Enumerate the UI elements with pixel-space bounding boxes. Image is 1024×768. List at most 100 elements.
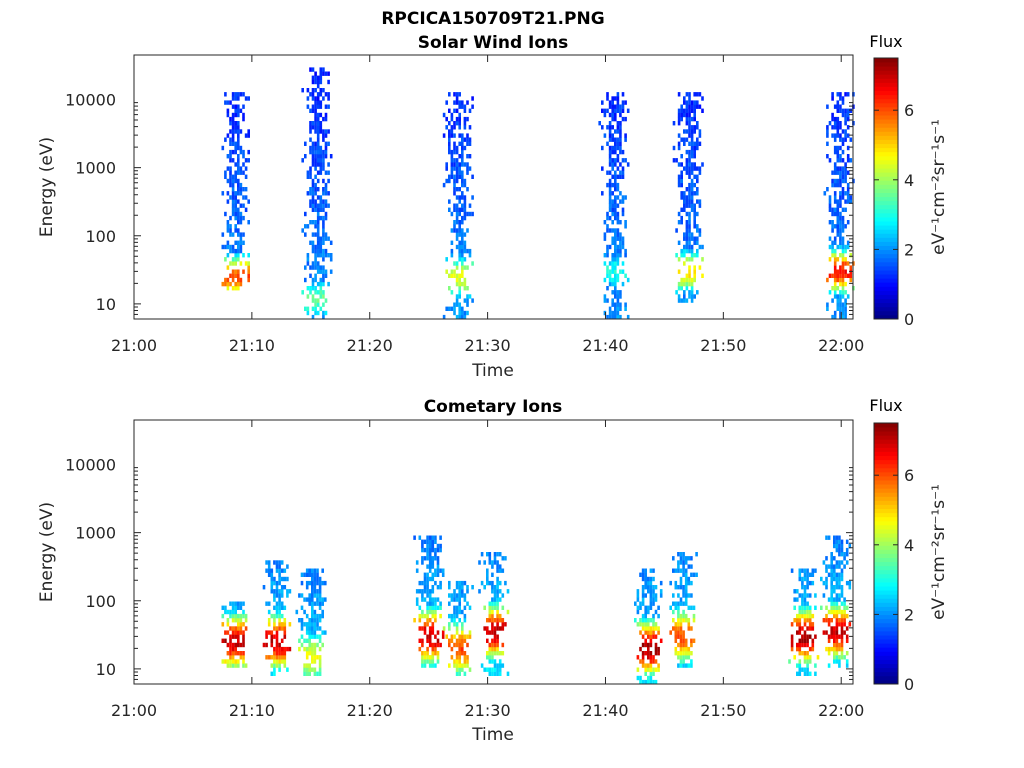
heatmap-cell: [679, 659, 683, 664]
heatmap-cell: [270, 576, 274, 582]
heatmap-cell: [659, 638, 663, 643]
colorbar-swatch: [874, 286, 898, 291]
heatmap-cell: [833, 257, 837, 262]
heatmap-cell: [696, 174, 699, 179]
heatmap-cell: [826, 302, 829, 307]
heatmap-cell: [841, 294, 845, 299]
heatmap-cell: [608, 121, 612, 126]
heatmap-cell: [221, 613, 225, 619]
heatmap-cell: [445, 306, 448, 311]
heatmap-cell: [448, 121, 451, 126]
heatmap-cell: [234, 203, 237, 208]
heatmap-cell: [265, 642, 268, 648]
heatmap-cell: [322, 162, 325, 167]
heatmap-cell: [836, 100, 840, 105]
heatmap-cell: [608, 104, 612, 109]
heatmap-cell: [455, 96, 459, 101]
heatmap-cell: [840, 560, 844, 565]
heatmap-cell: [798, 630, 802, 635]
heatmap-cell: [833, 277, 837, 283]
heatmap-cell: [229, 638, 232, 643]
heatmap-cell: [286, 667, 289, 672]
heatmap-cell: [683, 137, 686, 142]
heatmap-cell: [327, 129, 330, 134]
heatmap-cell: [318, 597, 322, 602]
heatmap-cell: [324, 232, 328, 237]
heatmap-cell: [616, 314, 620, 320]
heatmap-cell: [316, 211, 320, 217]
heatmap-cell: [608, 228, 612, 233]
heatmap-cell: [690, 248, 694, 254]
heatmap-cell: [306, 310, 310, 316]
heatmap-cell: [848, 622, 852, 627]
heatmap-cell: [273, 593, 276, 598]
heatmap-cell: [461, 104, 464, 109]
heatmap-cell: [833, 170, 837, 175]
heatmap-cell: [688, 257, 691, 262]
heatmap-cell: [458, 211, 461, 217]
heatmap-cell: [316, 121, 320, 126]
heatmap-cell: [806, 605, 809, 610]
heatmap-cell: [682, 638, 685, 643]
heatmap-cell: [453, 174, 456, 179]
heatmap-cell: [488, 601, 492, 606]
heatmap-cell: [682, 556, 685, 561]
heatmap-cell: [657, 626, 660, 631]
heatmap-cell: [684, 618, 688, 623]
heatmap-cell: [679, 622, 683, 627]
heatmap-cell: [247, 277, 250, 283]
heatmap-cell: [301, 290, 304, 295]
x-tick-label: 21:00: [111, 701, 157, 720]
heatmap-cell: [846, 187, 850, 192]
heatmap-cell: [316, 642, 319, 648]
heatmap-cell: [226, 244, 230, 250]
heatmap-cell: [624, 116, 627, 122]
heatmap-cell: [324, 112, 328, 118]
heatmap-cell: [471, 298, 474, 303]
heatmap-cell: [616, 302, 620, 307]
heatmap-cell: [280, 626, 284, 631]
heatmap-cell: [431, 646, 435, 652]
heatmap-cell: [649, 568, 653, 573]
heatmap-cell: [846, 125, 850, 130]
heatmap-cell: [308, 572, 311, 577]
heatmap-cell: [690, 572, 693, 577]
heatmap-cell: [226, 663, 230, 668]
heatmap-cell: [798, 667, 802, 672]
heatmap-cell: [431, 556, 435, 561]
heatmap-cell: [270, 630, 274, 635]
heatmap-cell: [239, 170, 243, 175]
heatmap-cell: [839, 236, 842, 241]
heatmap-cell: [286, 646, 289, 652]
heatmap-cell: [273, 655, 276, 660]
heatmap-cell: [608, 182, 612, 188]
colorbar-swatch: [874, 476, 898, 481]
heatmap-cell: [231, 261, 235, 266]
heatmap-cell: [316, 634, 319, 639]
heatmap-cell: [324, 630, 327, 635]
heatmap-cell: [496, 564, 499, 569]
heatmap-cell: [835, 659, 839, 664]
burst: [262, 560, 292, 676]
heatmap-cell: [237, 605, 240, 610]
heatmap-cell: [693, 269, 696, 274]
heatmap-cell: [839, 211, 842, 217]
heatmap-cell: [436, 560, 440, 565]
heatmap-cell: [431, 597, 435, 602]
heatmap-cell: [603, 253, 607, 258]
heatmap-cell: [641, 593, 645, 598]
heatmap-cell: [496, 589, 499, 594]
heatmap-cell: [431, 601, 435, 606]
heatmap-cell: [426, 601, 429, 606]
heatmap-cell: [836, 133, 840, 138]
colorbar-swatch: [874, 196, 898, 202]
heatmap-cell: [698, 170, 702, 175]
colorbar-swatch: [874, 455, 898, 461]
heatmap-cell: [468, 605, 472, 610]
heatmap-cell: [322, 129, 325, 134]
heatmap-cell: [845, 560, 849, 565]
heatmap-cell: [466, 659, 469, 664]
heatmap-cell: [448, 199, 451, 204]
heatmap-cell: [841, 269, 845, 274]
heatmap-cell: [418, 580, 422, 586]
